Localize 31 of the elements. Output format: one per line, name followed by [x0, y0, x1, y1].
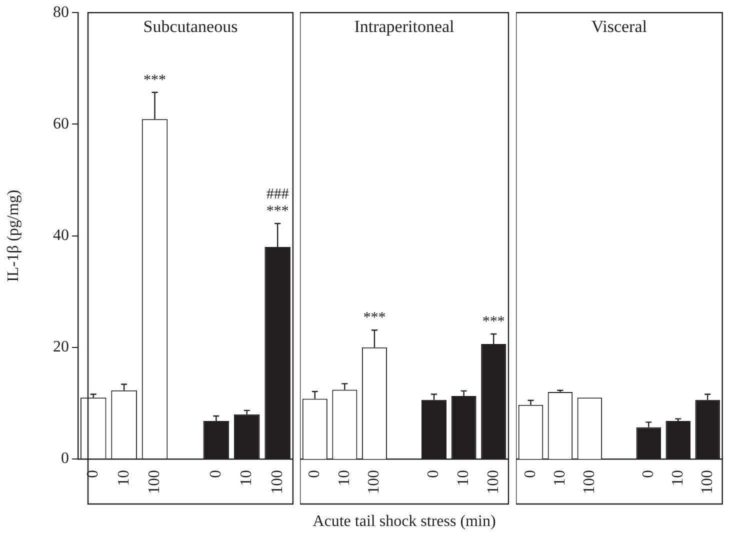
- x-tick-label: 10: [115, 470, 132, 486]
- data-label: ***: [363, 310, 386, 326]
- x-tick-label: 0: [640, 470, 657, 478]
- x-tick-label: 100: [698, 470, 716, 494]
- x-tick-label: 100: [484, 470, 502, 494]
- chart-title: Intraperitoneal: [354, 17, 455, 36]
- x-tick-label: 0: [522, 470, 539, 478]
- chart-title: Subcutaneous: [143, 17, 238, 36]
- chart-title: Visceral: [591, 17, 648, 36]
- x-axis-title: Acute tail shock stress (min): [312, 513, 496, 530]
- y-tick-label: 20: [53, 338, 69, 356]
- data-label: ***: [482, 314, 505, 330]
- x-tick-label: 10: [455, 470, 472, 486]
- x-tick-label: 100: [580, 470, 598, 494]
- x-tick-label: 0: [207, 470, 224, 478]
- x-tick-label: 100: [268, 470, 286, 494]
- x-tick-label: 100: [366, 470, 383, 494]
- x-tick-label: 10: [336, 470, 353, 486]
- y-tick-label: 40: [53, 227, 69, 244]
- data-label: ***: [266, 203, 289, 220]
- x-tick-label: 0: [306, 470, 324, 478]
- y-tick-label: 80: [53, 4, 69, 21]
- x-tick-label: 10: [238, 470, 256, 486]
- data-label: ***: [144, 72, 166, 88]
- y-tick-label: 60: [53, 115, 69, 132]
- x-tick-label: 10: [551, 470, 568, 486]
- x-tick-label: 0: [425, 470, 442, 478]
- y-axis-title: IL-1β (pg/mg): [4, 190, 22, 282]
- x-tick-label: 100: [146, 470, 163, 494]
- annotation: ###: [266, 186, 290, 202]
- x-tick-label: 10: [669, 470, 686, 486]
